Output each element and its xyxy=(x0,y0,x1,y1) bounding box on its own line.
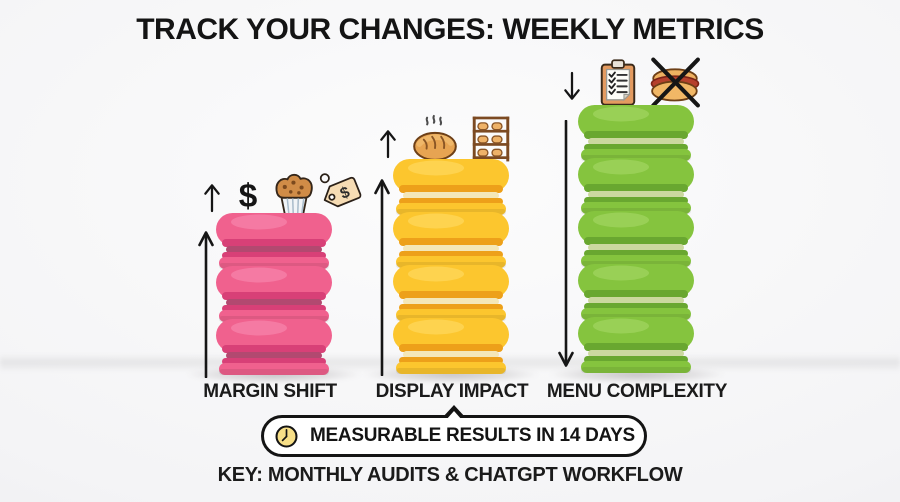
macaron-stack-yellow xyxy=(390,159,512,379)
trend-arrow-up xyxy=(373,178,391,377)
page-title: TRACK YOUR CHANGES: WEEKLY METRICS xyxy=(136,13,764,46)
trend-arrow-down xyxy=(557,119,575,368)
results-callout-text: MEASURABLE RESULTS IN 14 DAYS xyxy=(310,425,635,446)
stack-label-menu-complexity: MENU COMPLEXITY xyxy=(546,381,728,402)
clock-icon xyxy=(272,422,301,451)
results-callout: MEASURABLE RESULTS IN 14 DAYS xyxy=(261,405,647,457)
stack-label-display-impact: DISPLAY IMPACT xyxy=(375,381,529,402)
trend-arrow-graphic xyxy=(374,179,390,377)
key-footer-text: KEY: MONTHLY AUDITS & CHATGPT WORKFLOW xyxy=(217,464,683,486)
arrow-down-icon xyxy=(556,64,588,110)
trend-arrow-graphic xyxy=(558,119,574,367)
macaron-stack-pink xyxy=(213,213,335,380)
trend-arrow-up xyxy=(197,230,215,379)
clock-icon xyxy=(272,422,301,451)
checklist-clipboard-icon xyxy=(592,55,644,110)
stack-label-margin-shift: MARGIN SHIFT xyxy=(203,381,337,402)
no-hotdog-icon xyxy=(646,55,704,110)
macaron-stack-green xyxy=(575,105,697,378)
trend-arrow-graphic xyxy=(198,231,214,379)
macaron-stack-graphic xyxy=(216,213,332,375)
icon-row-menu-complexity xyxy=(556,55,704,110)
macaron-stack-graphic xyxy=(578,105,694,373)
macaron-stack-graphic xyxy=(393,159,509,374)
